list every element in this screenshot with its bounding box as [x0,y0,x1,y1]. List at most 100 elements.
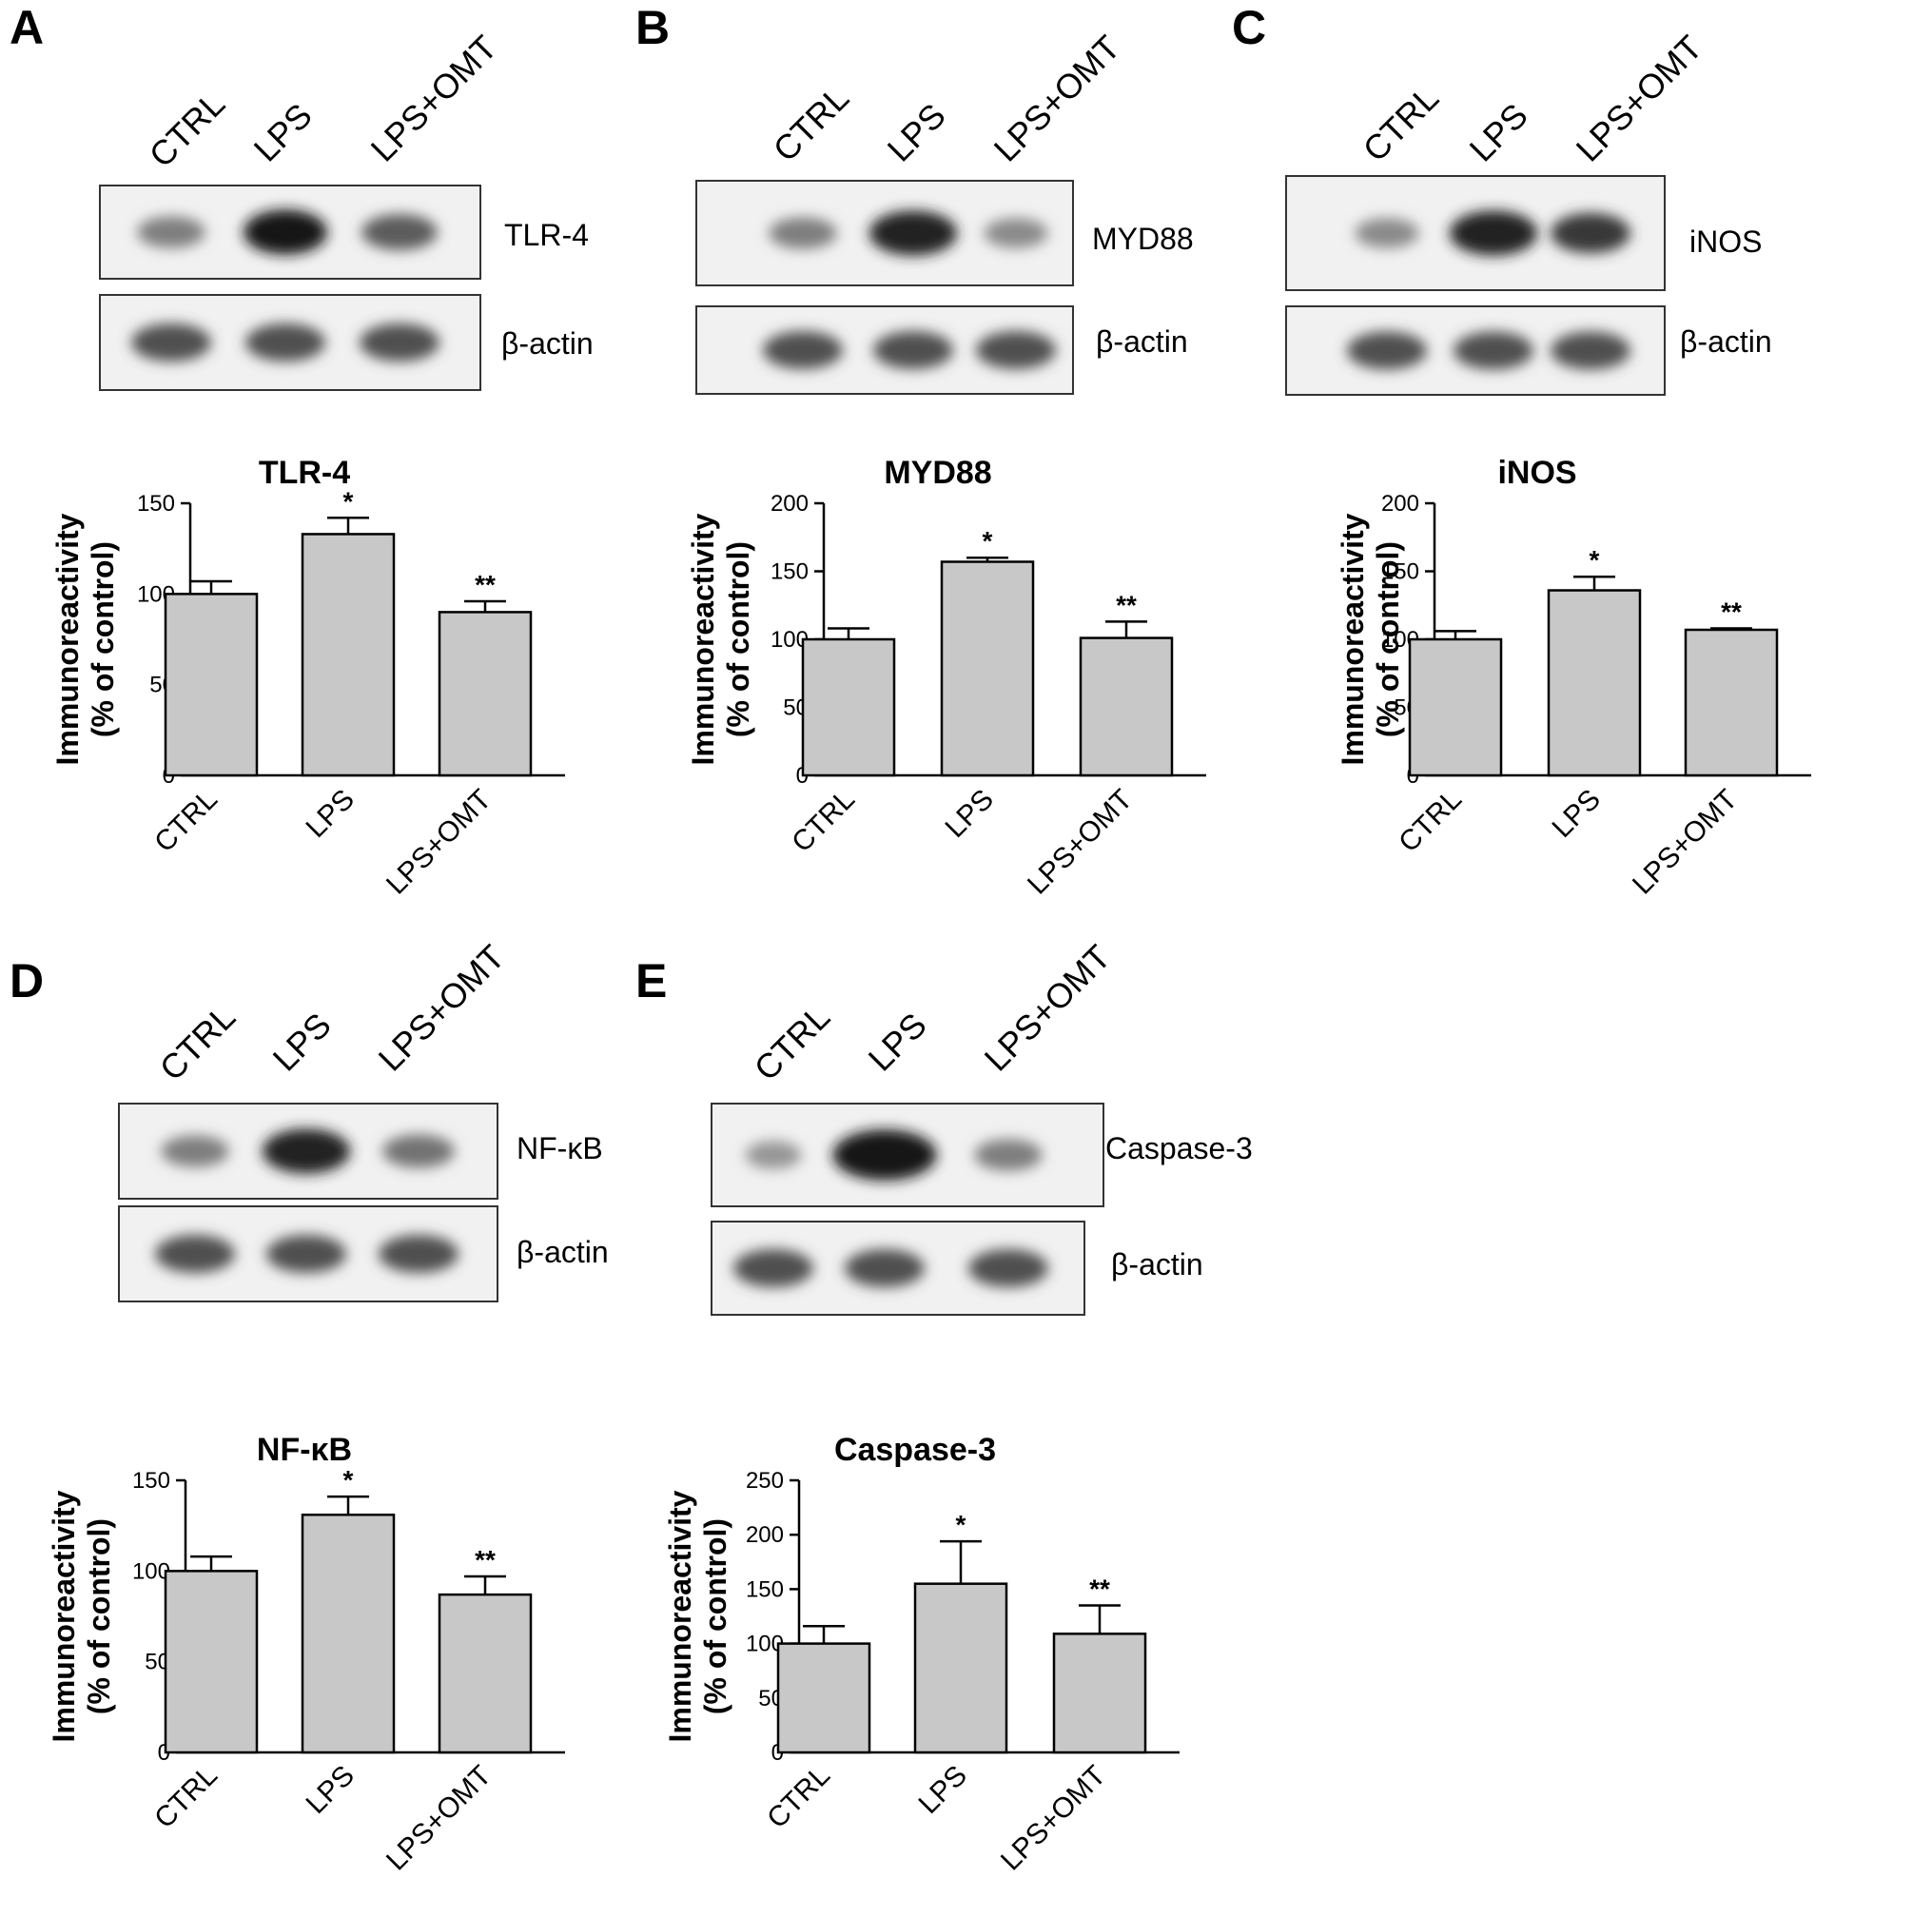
blot-band [1355,218,1419,248]
blot-band [161,1135,229,1167]
bar-chart: MYD88050100150200Immunoreactivity(% of c… [686,455,1206,901]
x-tick-label: LPS+OMT [381,784,498,901]
blot-label: Caspase-3 [1105,1131,1253,1165]
blot-label: β-actin [1111,1247,1203,1281]
lane-label: LPS+OMT [986,28,1128,169]
x-tick-label: LPS [913,1760,973,1820]
blot-band [360,323,439,362]
x-tick-label: CTRL [761,1760,836,1835]
y-axis-label: Immunoreactivity(% of control) [663,1490,732,1742]
blot-strip [711,1103,1104,1207]
y-axis-label-line: (% of control) [721,541,755,737]
blot-strip [711,1221,1085,1316]
chart-title: NF-κB [257,1432,352,1468]
blot-strip [1285,305,1666,396]
panel-letter: B [635,1,670,54]
blot-band [361,214,438,250]
significance-mark: ** [1721,597,1742,627]
y-axis-label-line: (% of control) [86,541,120,737]
y-tick-label: 250 [746,1468,784,1494]
y-axis-label-line: Immunoreactivity [686,513,720,765]
blot-band [868,210,958,256]
blot-band [845,1249,925,1287]
panel-letter: E [635,954,667,1007]
x-tick-label: LPS [940,784,1000,844]
significance-mark: * [983,526,993,556]
lane-label: CTRL [747,997,837,1087]
blot-label: β-actin [1096,324,1188,359]
x-tick-label: LPS+OMT [1022,784,1139,901]
bar [301,1513,396,1754]
blot-band [1551,331,1630,370]
x-tick-label: CTRL [148,784,224,859]
blot-band [769,217,837,249]
bar [940,560,1035,777]
blot-strip [695,305,1074,395]
chart-title: Caspase-3 [834,1432,996,1468]
bar-chart: iNOS050100150200Immunoreactivity(% of co… [1336,455,1811,901]
blot-label: β-actin [1680,324,1772,359]
blot-band [266,1235,346,1273]
x-tick-label: LPS [301,1760,361,1820]
blot-label: iNOS [1689,225,1762,259]
blot-label: β-actin [517,1235,609,1269]
blot-strip [1285,175,1666,291]
blot-band [984,218,1048,248]
significance-mark: ** [475,1545,496,1575]
significance-mark: * [956,1510,966,1539]
blot-band [1347,331,1427,370]
y-tick-label: 150 [771,559,809,585]
bar-chart: Caspase-3050100150200250Immunoreactivity… [663,1432,1180,1877]
y-axis-label-line: Immunoreactivity [1336,513,1370,765]
blot-band [832,1129,937,1181]
chart-title: MYD88 [884,455,991,491]
blot-strip [695,180,1074,286]
blot-band [974,1139,1043,1171]
y-tick-label: 150 [132,1468,170,1494]
y-axis-label-line: Immunoreactivity [50,513,85,765]
panel-A: ACTRLLPSLPS+OMTTLR-4β-actinTLR-405010015… [10,1,594,901]
bar [164,593,259,777]
significance-mark: * [343,486,354,516]
blot-label: MYD88 [1092,222,1194,256]
y-axis-label: Immunoreactivity(% of control) [686,513,755,765]
x-tick-label: LPS [301,784,361,844]
blot-label: TLR-4 [504,218,589,252]
bar [1547,589,1642,777]
bar [1684,628,1779,777]
blot-band [131,323,211,362]
significance-mark: * [1590,545,1600,575]
y-axis-label: Immunoreactivity(% of control) [1336,513,1405,765]
y-axis-label-line: Immunoreactivity [47,1490,81,1742]
y-tick-label: 200 [771,491,809,517]
blot-band [763,331,843,369]
significance-mark: ** [1116,590,1137,619]
y-tick-label: 200 [746,1522,784,1548]
bar [1052,1633,1147,1754]
blot-band [155,1235,235,1273]
lane-label: CTRL [142,84,232,174]
panel-E: E CTRL LPS LPS+OMT Caspase-3 β-actin Caspase-3… [635,937,1253,1876]
blot-band [245,323,325,362]
blot-band [382,1134,455,1168]
blot-band [745,1141,802,1169]
lane-label: LPS+OMT [977,937,1119,1079]
chart-title: iNOS [1497,455,1576,491]
y-tick-label: 150 [746,1576,784,1602]
blot-strip [118,1103,498,1200]
bar [1408,637,1503,777]
x-tick-label: LPS+OMT [995,1760,1112,1877]
blot-strip [99,185,481,280]
bar [438,1593,533,1754]
lane-label: LPS [880,96,953,169]
lane-label: LPS [246,96,320,169]
y-tick-label: 150 [137,491,175,517]
lane-label: CTRL [766,78,856,168]
y-axis-label-line: (% of control) [82,1518,116,1714]
x-tick-label: CTRL [786,784,861,859]
x-tick-label: CTRL [1393,784,1468,859]
bar [164,1570,259,1754]
lane-label: LPS+OMT [1569,28,1710,169]
